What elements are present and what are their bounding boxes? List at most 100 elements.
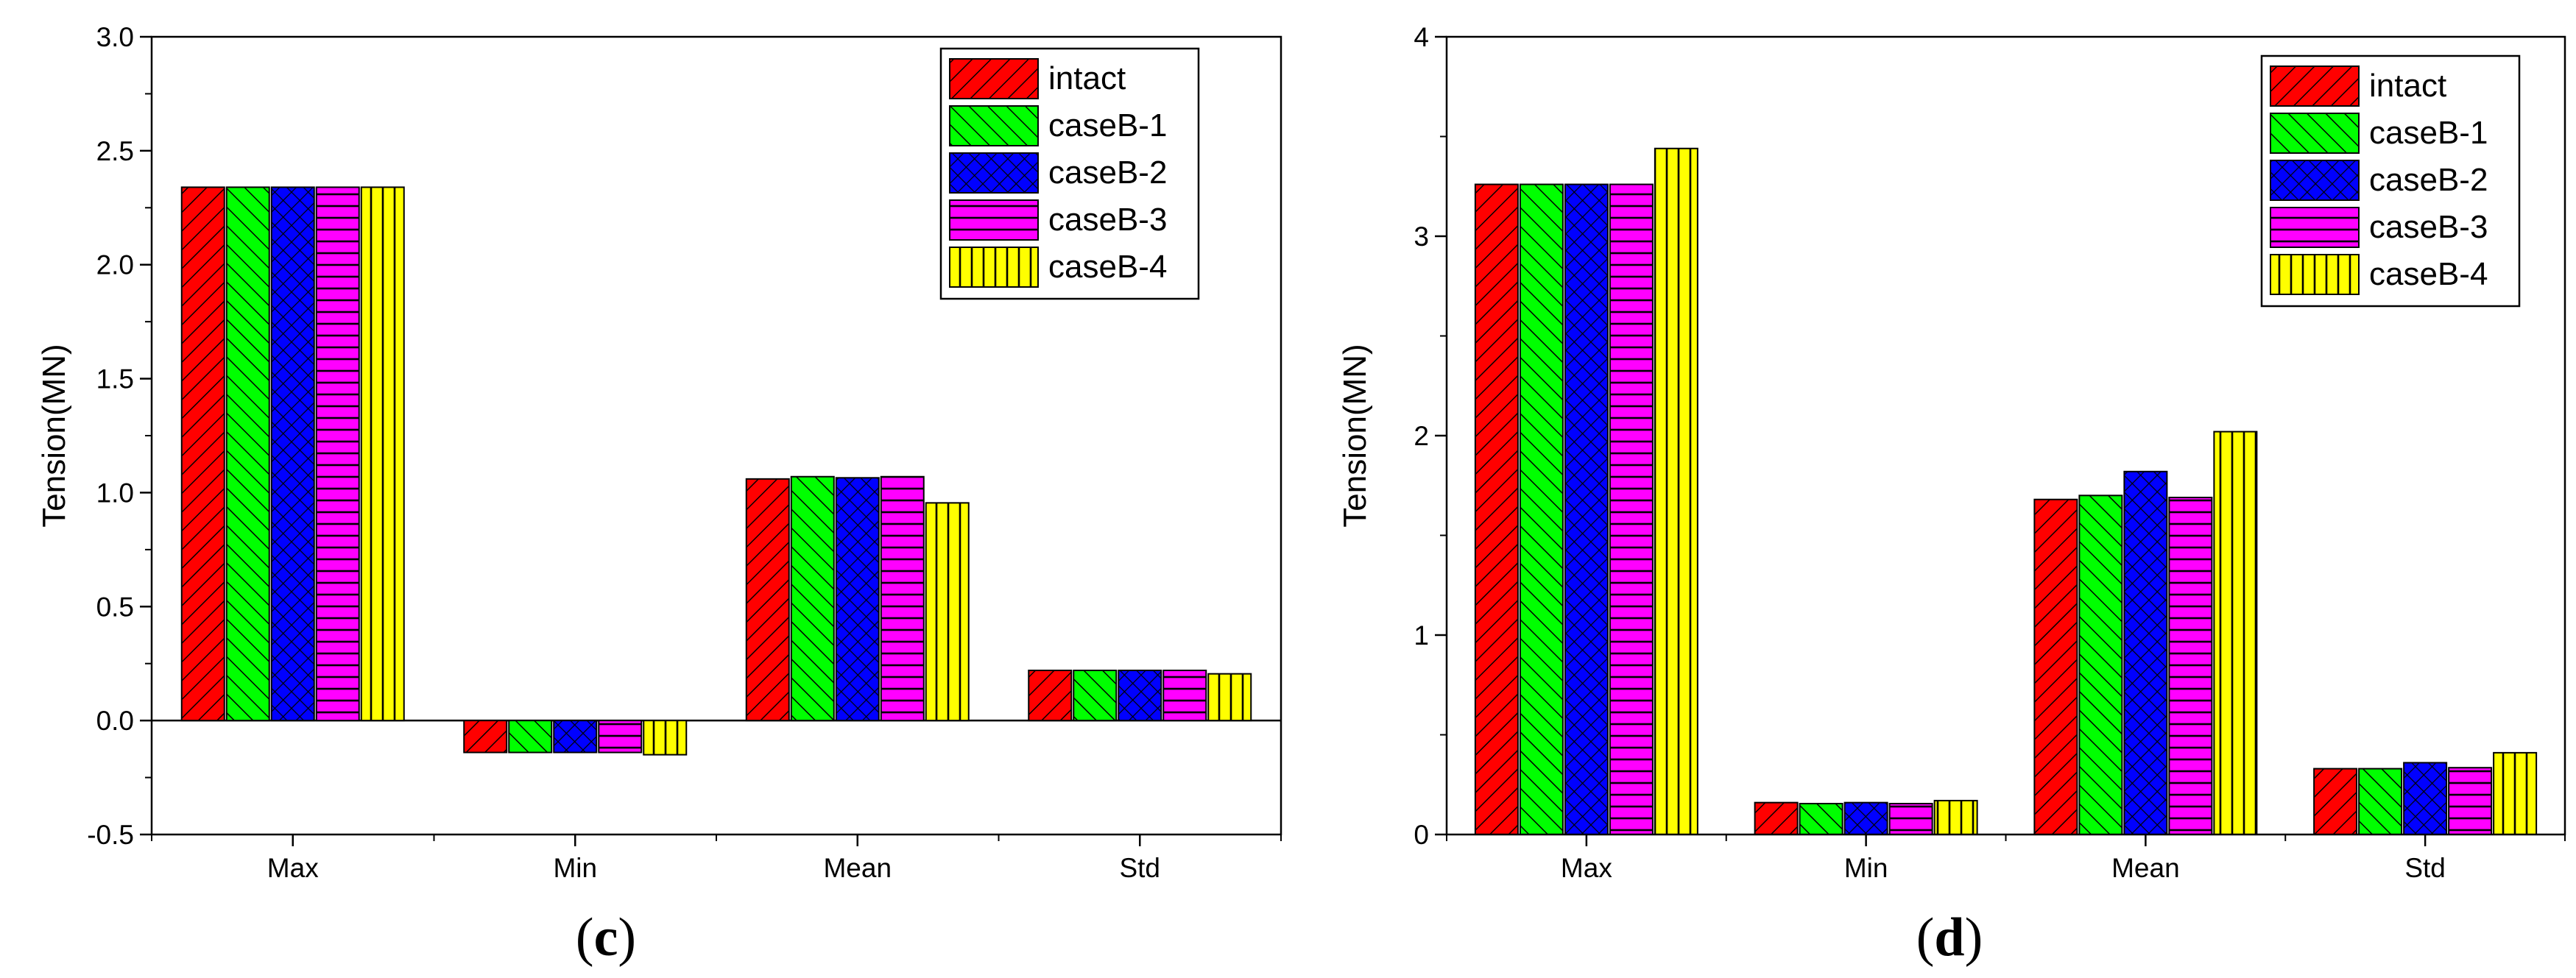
legend-swatch [2270, 207, 2360, 248]
bar-hatch [1162, 670, 1207, 722]
bar-caseB-4-Min [643, 720, 688, 756]
legend-item-caseB-4: caseB-4 [2270, 254, 2488, 295]
bar-caseB-1-Max [225, 186, 270, 722]
legend-label: caseB-4 [2369, 256, 2488, 292]
bar-caseB-4-Mean [2213, 430, 2258, 835]
bar-hatch [1654, 147, 1698, 835]
bar-intact-Max [1474, 183, 1519, 836]
bar-hatch [2493, 751, 2538, 836]
bar-caseB-1-Std [2358, 768, 2403, 835]
panel-label: (d) [1916, 907, 1983, 968]
bar-hatch [790, 475, 835, 722]
bar-intact-Std [2313, 768, 2358, 835]
y-tick-label: 3 [1414, 222, 1429, 252]
x-tick-label: Max [1561, 853, 1612, 883]
bar-hatch [2078, 495, 2123, 835]
bar-intact-Min [1754, 801, 1799, 836]
x-tick-label: Min [1844, 853, 1888, 883]
x-tick-label: Std [1119, 853, 1160, 883]
bar-caseB-4-Max [360, 186, 405, 722]
bar-intact-Mean [2033, 498, 2078, 835]
bar-hatch [1118, 670, 1162, 722]
bar-caseB-3-Max [1609, 183, 1654, 836]
y-tick-label: 1.0 [96, 478, 134, 508]
bar-caseB-1-Min [1799, 802, 1843, 835]
bar-caseB-3-Std [1162, 670, 1207, 722]
bar-hatch [1799, 802, 1843, 835]
bar-hatch [2313, 768, 2358, 835]
bar-hatch [180, 186, 225, 722]
legend-item-caseB-1: caseB-1 [2270, 113, 2488, 154]
bar-caseB-1-Mean [2078, 495, 2123, 835]
bar-hatch [463, 720, 508, 754]
legend-item-caseB-1: caseB-1 [949, 105, 1167, 146]
legend-label: caseB-1 [2369, 115, 2488, 151]
legend-swatch [949, 152, 1039, 194]
bar-hatch [2168, 497, 2213, 835]
legend-label: caseB-3 [1048, 202, 1167, 238]
bar-hatch [1519, 183, 1564, 836]
chart-panel-c: -0.5 0.0 0.5 1.0 1.5 2.0 2.5 3.0 Max Min Mean Std Te… [36, 22, 1282, 968]
y-axis-label: Tension(MN) [36, 344, 72, 527]
legend-item-caseB-3: caseB-3 [2270, 207, 2488, 248]
bar-hatch [2403, 762, 2448, 835]
y-tick-label: -0.5 [87, 820, 134, 850]
bar-caseB-3-Mean [880, 475, 925, 722]
bar-hatch [643, 720, 688, 756]
bar-hatch [1474, 183, 1519, 836]
bar-caseB-3-Mean [2168, 497, 2213, 835]
bar-caseB-1-Std [1073, 670, 1118, 722]
bar-hatch [360, 186, 405, 722]
bar-hatch [1073, 670, 1118, 722]
bar-hatch [745, 478, 790, 722]
bar-caseB-2-Max [270, 186, 315, 722]
bar-intact-Std [1028, 670, 1073, 722]
bar-caseB-4-Std [2493, 751, 2538, 836]
bar-hatch [1028, 670, 1073, 722]
bar-hatch [315, 186, 360, 722]
legend-swatch [2270, 254, 2360, 295]
bar-hatch [2448, 767, 2493, 835]
bar-caseB-3-Min [598, 720, 643, 754]
bar-caseB-2-Min [553, 720, 598, 754]
x-tick-label: Max [267, 853, 319, 883]
bar-hatch [270, 186, 315, 722]
legend-swatch [2270, 113, 2360, 154]
legend-item-caseB-3: caseB-3 [949, 199, 1167, 241]
bar-hatch [1207, 673, 1252, 722]
y-tick-label: 2.5 [96, 136, 134, 166]
bar-hatch [880, 475, 925, 722]
legend-label: caseB-2 [1048, 155, 1167, 191]
legend-swatch [2270, 160, 2360, 201]
legend-label: caseB-4 [1048, 249, 1167, 285]
bar-caseB-4-Min [1933, 799, 1978, 836]
bar-hatch [925, 502, 970, 722]
bar-hatch [1564, 183, 1609, 836]
bar-caseB-2-Mean [2123, 470, 2168, 836]
bar-intact-Min [463, 720, 508, 754]
legend-label: caseB-2 [2369, 162, 2488, 198]
bar-caseB-2-Std [2403, 762, 2448, 835]
y-tick-label: 4 [1414, 22, 1429, 52]
bar-caseB-2-Min [1843, 801, 1888, 836]
legend-swatch [949, 199, 1039, 241]
y-tick-label: 1 [1414, 620, 1429, 651]
bar-hatch [598, 720, 643, 754]
legend-label: caseB-1 [1048, 107, 1167, 143]
panel-label: (c) [576, 907, 636, 968]
x-tick-label: Mean [823, 853, 892, 883]
y-tick-label: 0.5 [96, 592, 134, 622]
y-tick-label: 3.0 [96, 22, 134, 52]
bar-caseB-3-Min [1888, 802, 1933, 835]
bar-hatch [2358, 768, 2403, 835]
legend-swatch [949, 58, 1039, 99]
bar-caseB-2-Std [1118, 670, 1162, 722]
legend-swatch [949, 247, 1039, 288]
y-tick-label: 0 [1414, 820, 1429, 850]
bar-hatch [835, 477, 880, 722]
bar-caseB-2-Mean [835, 477, 880, 722]
bar-hatch [2213, 430, 2258, 835]
bar-caseB-3-Max [315, 186, 360, 722]
bar-caseB-1-Max [1519, 183, 1564, 836]
